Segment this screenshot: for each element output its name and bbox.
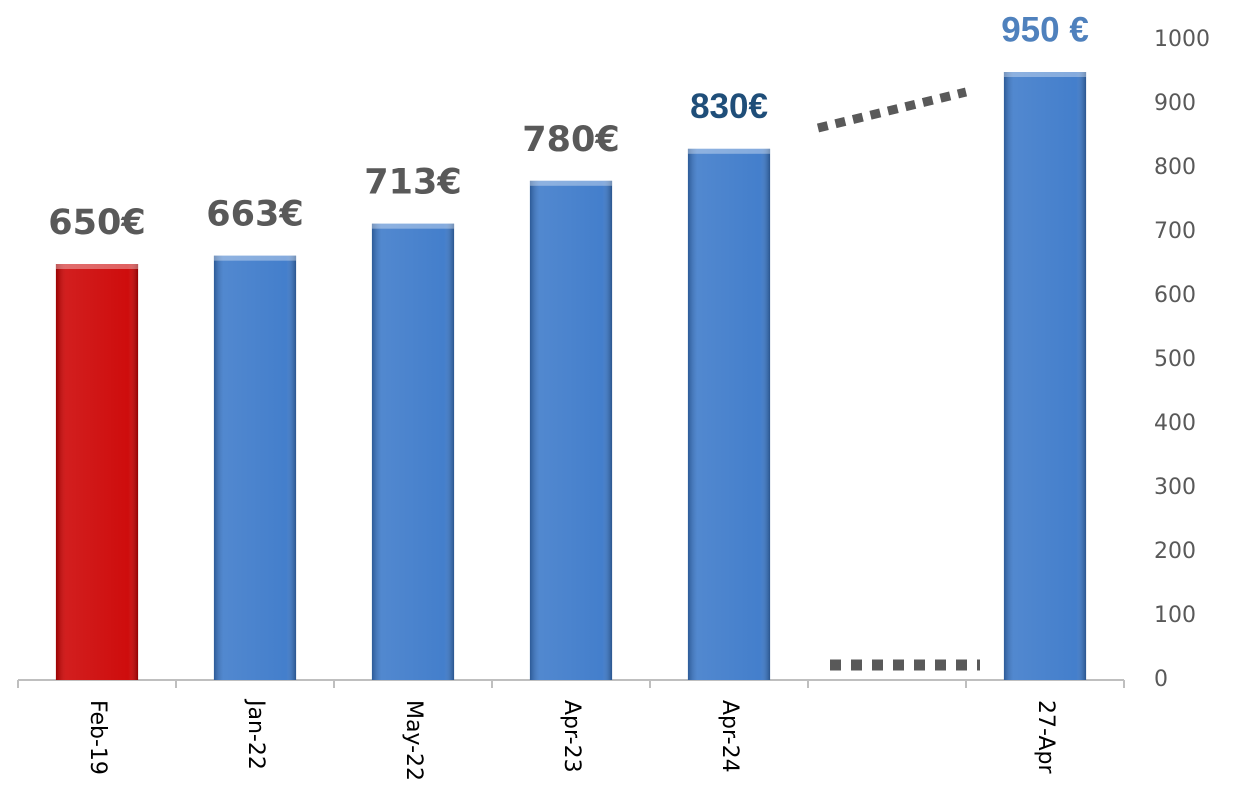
trend-dots — [816, 87, 968, 133]
bar-shade — [529, 180, 613, 681]
y-tick-label: 1000 — [1154, 27, 1210, 52]
y-tick-label: 200 — [1154, 539, 1196, 564]
value-label: 650€ — [48, 203, 145, 243]
bar-top — [55, 264, 139, 269]
y-tick-label: 300 — [1154, 475, 1196, 500]
bar-shade — [55, 264, 139, 680]
bar-top — [529, 180, 613, 186]
bar-top — [371, 223, 455, 229]
x-tick-label: Feb-19 — [85, 700, 110, 775]
bar-top — [687, 148, 771, 154]
y-tick-label: 400 — [1154, 411, 1196, 436]
y-tick-label: 0 — [1154, 667, 1168, 692]
bar-top — [1003, 72, 1087, 77]
y-tick-label: 100 — [1154, 603, 1196, 628]
value-label: 950 € — [1001, 10, 1089, 49]
value-label: 663€ — [206, 195, 303, 235]
bar-shade — [213, 255, 297, 680]
bar-shade — [1003, 72, 1087, 680]
bar-shade — [371, 223, 455, 680]
x-tick-label: Jan-22 — [243, 698, 268, 770]
y-tick-label: 900 — [1154, 91, 1196, 116]
value-label: 830€ — [690, 87, 768, 126]
value-label: 713€ — [364, 163, 461, 203]
x-tick-label: Apr-24 — [717, 700, 742, 773]
y-tick-label: 600 — [1154, 283, 1196, 308]
bar-top — [213, 255, 297, 261]
value-label: 780€ — [522, 120, 619, 160]
y-tick-label: 500 — [1154, 347, 1196, 372]
x-tick-label: Apr-23 — [559, 700, 584, 773]
x-tick-label: 27-Apr — [1033, 700, 1058, 774]
bar-shade — [687, 148, 771, 681]
y-tick-label: 700 — [1154, 219, 1196, 244]
x-tick-label: May-22 — [401, 700, 426, 781]
y-tick-label: 800 — [1154, 155, 1196, 180]
